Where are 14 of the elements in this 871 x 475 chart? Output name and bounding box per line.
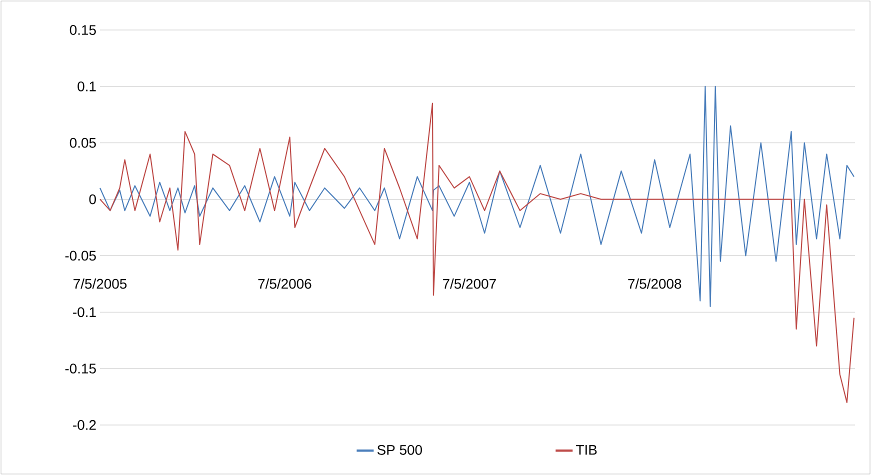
y-tick-label: 0.15 (70, 25, 96, 35)
x-tick-label: 7/5/2007 (442, 278, 496, 289)
y-tick-label: 0 (89, 194, 96, 204)
y-tick-label: -0.05 (65, 250, 96, 261)
y-tick-label: -0.1 (73, 307, 96, 318)
legend-label: SP 500 (377, 444, 422, 455)
x-tick-label: 7/5/2006 (258, 278, 312, 289)
x-tick-label: 7/5/2005 (74, 278, 127, 289)
y-tick-label: -0.2 (73, 420, 96, 430)
y-tick-label: 0.05 (70, 138, 96, 148)
legend-label: TIB (576, 445, 597, 455)
y-tick-label: 0.1 (78, 81, 96, 92)
y-tick-label: -0.15 (65, 364, 96, 374)
x-tick-label: 7/5/2008 (628, 278, 682, 289)
